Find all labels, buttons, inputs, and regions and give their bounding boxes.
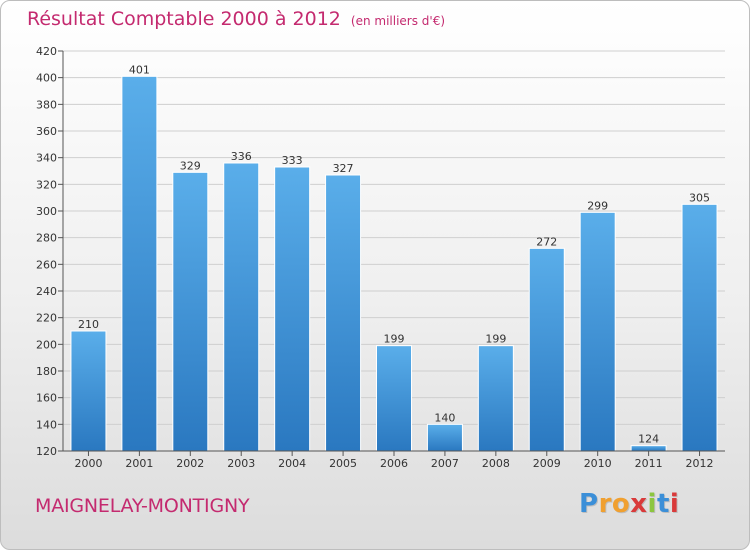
chart-subtitle: (en milliers d'€) — [350, 14, 446, 28]
x-tick-label: 2002 — [176, 457, 204, 470]
bar-value-label: 199 — [384, 333, 405, 346]
bar — [426, 423, 463, 452]
brand-letter: i — [647, 489, 657, 519]
bar-value-label: 329 — [180, 159, 201, 172]
bar-value-label: 272 — [536, 235, 557, 248]
bar-value-label: 333 — [282, 154, 303, 167]
x-tick-label: 2009 — [533, 457, 561, 470]
bar — [70, 330, 107, 452]
y-tick-label: 300 — [36, 205, 57, 218]
bar — [477, 345, 514, 452]
x-tick-label: 2003 — [227, 457, 255, 470]
bar-value-label: 124 — [638, 433, 659, 446]
brand-letter: P — [579, 489, 599, 519]
bar-value-label: 305 — [689, 191, 710, 204]
y-tick-label: 400 — [36, 72, 57, 85]
bar-value-label: 199 — [485, 333, 506, 346]
x-tick-label: 2010 — [584, 457, 612, 470]
y-tick-label: 260 — [36, 258, 57, 271]
x-tick-label: 2001 — [125, 457, 153, 470]
y-tick-label: 180 — [36, 365, 57, 378]
bars — [70, 75, 718, 452]
axes — [58, 50, 725, 456]
bar-value-label: 401 — [129, 63, 150, 76]
proxiti-logo: Proxiti — [579, 489, 679, 519]
y-tick-label: 380 — [36, 98, 57, 111]
x-tick-label: 2011 — [635, 457, 663, 470]
y-tick-label: 120 — [36, 445, 57, 458]
brand-letter: t — [656, 489, 670, 519]
y-tick-label: 240 — [36, 285, 57, 298]
bar-value-label: 210 — [78, 318, 99, 331]
bar — [325, 174, 362, 452]
bar — [681, 203, 718, 452]
labels: 120 140 160 180 200 220 240 260 280 300 320 340 360 3… — [36, 45, 714, 470]
bar — [630, 445, 667, 452]
bar-value-label: 327 — [333, 162, 354, 175]
y-tick-label: 340 — [36, 152, 57, 165]
y-tick-label: 420 — [36, 45, 57, 58]
brand-letter: o — [611, 489, 631, 519]
y-tick-label: 320 — [36, 178, 57, 191]
commune-name: MAIGNELAY-MONTIGNY — [35, 495, 250, 517]
bar — [121, 75, 158, 452]
y-tick-label: 280 — [36, 232, 57, 245]
brand-letter: i — [669, 489, 680, 519]
bar — [274, 166, 311, 452]
x-tick-label: 2008 — [482, 457, 510, 470]
x-tick-label: 2006 — [380, 457, 408, 470]
chart-title: Résultat Comptable 2000 à 2012 — [27, 8, 341, 30]
x-tick-label: 2012 — [686, 457, 714, 470]
brand-letter: r — [598, 489, 612, 519]
x-tick-label: 2004 — [278, 457, 306, 470]
y-tick-label: 200 — [36, 338, 57, 351]
bar — [172, 171, 209, 452]
y-tick-label: 220 — [36, 312, 57, 325]
chart-title-row: Résultat Comptable 2000 à 2012 (en millie… — [27, 8, 445, 30]
x-tick-label: 2007 — [431, 457, 459, 470]
y-tick-label: 360 — [36, 125, 57, 138]
bar — [223, 162, 260, 452]
bar — [579, 211, 616, 452]
y-tick-label: 140 — [36, 418, 57, 431]
bar-value-label: 140 — [434, 411, 455, 424]
brand-letter: x — [630, 489, 648, 519]
bar-value-label: 299 — [587, 199, 608, 212]
bar — [376, 345, 412, 452]
y-tick-label: 160 — [36, 392, 57, 405]
bar-value-label: 336 — [231, 150, 252, 163]
x-tick-label: 2005 — [329, 457, 357, 470]
x-tick-label: 2000 — [74, 457, 102, 470]
bar — [528, 247, 565, 452]
